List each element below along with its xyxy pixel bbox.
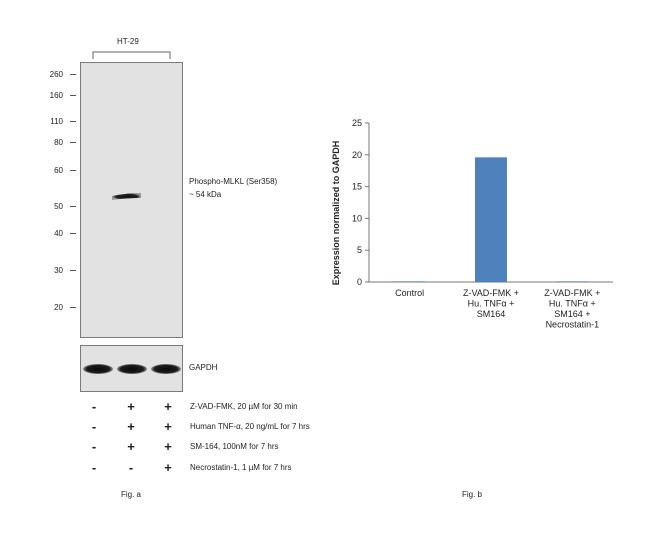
mw-marker-80: 80 [54, 138, 63, 147]
x-tick-label: Z-VAD-FMK + Hu. TNFα + SM164 + Necrostatin-… [544, 288, 600, 330]
bar-chart: Expression normalized to GAPDH 0 5 10 15 20 2… [331, 118, 613, 330]
fig-a-caption: Fig. a [121, 490, 142, 499]
mw-tick [70, 95, 76, 96]
mw-tick [70, 170, 76, 171]
bar [393, 281, 426, 282]
sign: - [91, 419, 97, 434]
blot-main-panel [80, 62, 183, 338]
sign: + [127, 399, 135, 414]
fig-b-caption: Fig. b [462, 490, 483, 499]
sign: - [91, 460, 97, 475]
cell-line-label: HT-29 [117, 37, 139, 46]
mw-tick [70, 142, 76, 143]
y-axis-label: Expression normalized to GAPDH [331, 141, 341, 286]
sign: - [91, 399, 97, 414]
sign: + [164, 439, 172, 454]
mw-marker-20: 20 [54, 303, 63, 312]
bar [475, 157, 507, 282]
sign: + [127, 419, 135, 434]
bar [556, 281, 589, 282]
sign: - [91, 439, 97, 454]
bars [393, 157, 589, 282]
band-size-label: ~ 54 kDa [189, 190, 222, 199]
mw-marker-60: 60 [54, 166, 63, 175]
mw-tick [70, 233, 76, 234]
sign: + [164, 399, 172, 414]
y-tick-label: 15 [352, 182, 362, 192]
treatment-label: SM-164, 100nM for 7 hrs [190, 442, 279, 451]
sign: - [128, 460, 134, 475]
y-tick-label: 5 [357, 245, 362, 255]
band-label: Phospho-MLKL (Ser358) [189, 177, 278, 186]
x-tick-label: Control [395, 288, 424, 298]
mw-marker-110: 110 [50, 117, 63, 126]
lane-bracket [92, 51, 171, 59]
sign: + [164, 419, 172, 434]
gapdh-bands [83, 364, 181, 374]
treatment-label: Necrostatin-1, 1 µM for 7 hrs [190, 463, 292, 472]
y-tick-label: 25 [352, 118, 362, 128]
phospho-mlkl-band [112, 193, 141, 200]
y-tick-label: 0 [357, 277, 362, 287]
sign: + [164, 460, 172, 475]
x-tick-label: Z-VAD-FMK + Hu. TNFα + SM164 [463, 288, 519, 319]
mw-tick [70, 121, 76, 122]
mw-tick [70, 74, 76, 75]
treatment-label: Human TNF-α, 20 ng/mL for 7 hrs [190, 422, 310, 431]
y-tick-label: 10 [352, 213, 362, 223]
loading-control-label: GAPDH [189, 363, 218, 372]
sign: + [127, 439, 135, 454]
x-tick-labels: Control Z-VAD-FMK + Hu. TNFα + SM164 Z-VAD-F… [395, 288, 600, 330]
treatment-label: Z-VAD-FMK, 20 µM for 30 min [190, 402, 298, 411]
blot-gapdh-panel [80, 345, 183, 392]
mw-marker-160: 160 [49, 91, 63, 100]
mw-marker-40: 40 [54, 229, 63, 238]
mw-tick [70, 307, 76, 308]
mw-marker-260: 260 [49, 70, 63, 79]
mw-tick [70, 206, 76, 207]
y-tick-label: 20 [352, 150, 362, 160]
mw-marker-30: 30 [54, 266, 63, 275]
mw-marker-50: 50 [54, 202, 63, 211]
y-ticks: 0 5 10 15 20 25 [352, 118, 369, 287]
mw-tick [70, 270, 76, 271]
